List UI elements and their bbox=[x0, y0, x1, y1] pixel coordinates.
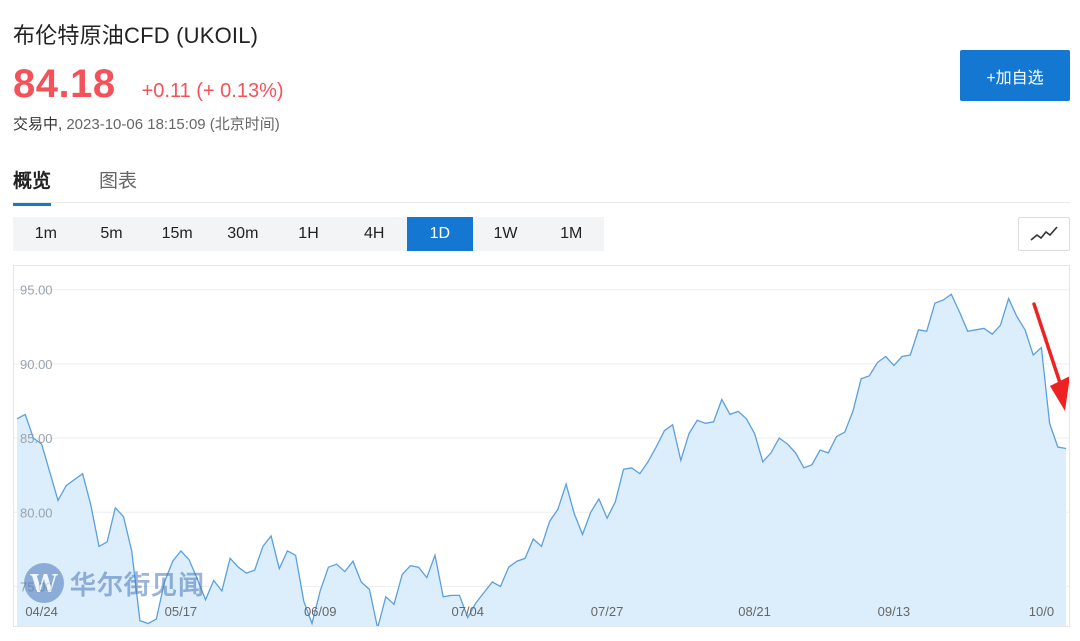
line-chart-icon bbox=[1030, 226, 1058, 241]
last-price: 84.18 bbox=[13, 62, 116, 106]
price-area bbox=[17, 294, 1066, 626]
tab-chart[interactable]: 图表 bbox=[99, 171, 138, 192]
y-tick-label: 95.00 bbox=[20, 283, 53, 298]
y-tick-label: 90.00 bbox=[20, 357, 53, 372]
x-tick-label: 04/24 bbox=[25, 604, 58, 619]
x-tick-label: 07/27 bbox=[591, 604, 624, 619]
price-row: 84.18 +0.11 (+ 0.13%) bbox=[13, 62, 284, 107]
quote-timestamp: 2023-10-06 18:15:09 (北京时间) bbox=[62, 116, 280, 133]
x-tick-label: 07/04 bbox=[451, 604, 484, 619]
interval-1d[interactable]: 1D bbox=[407, 217, 473, 251]
annotation-arrow-shaft bbox=[1032, 302, 1065, 394]
price-chart[interactable]: 95.0090.0085.0080.0075.0004/2405/1706/09… bbox=[13, 265, 1070, 627]
interval-1h[interactable]: 1H bbox=[298, 225, 319, 242]
interval-5m[interactable]: 5m bbox=[100, 225, 123, 242]
x-tick-label: 10/0 bbox=[1029, 604, 1054, 619]
interval-1mo[interactable]: 1M bbox=[560, 225, 583, 242]
tab-overview[interactable]: 概览 bbox=[13, 166, 52, 206]
x-tick-label: 08/21 bbox=[738, 604, 771, 619]
page-title: 布伦特原油CFD (UKOIL) bbox=[13, 23, 259, 48]
x-tick-label: 06/09 bbox=[304, 604, 337, 619]
price-chart-svg: 95.0090.0085.0080.0075.0004/2405/1706/09… bbox=[14, 283, 1069, 626]
y-tick-label: 80.00 bbox=[20, 505, 53, 520]
interval-selector: 1m 5m 15m 30m 1H 4H 1D 1W 1M bbox=[13, 217, 604, 251]
watermark: W 华尔街见闻 bbox=[24, 563, 205, 603]
interval-15m[interactable]: 15m bbox=[161, 225, 193, 242]
interval-4h[interactable]: 4H bbox=[363, 225, 385, 242]
annotation-arrow-head-icon bbox=[1050, 376, 1069, 411]
trading-status: 交易中, 2023-10-06 18:15:09 (北京时间) bbox=[13, 113, 280, 134]
status-label: 交易中, bbox=[13, 116, 63, 133]
interval-30m[interactable]: 30m bbox=[227, 225, 259, 242]
tab-bar: 概览 图表 bbox=[13, 166, 1070, 206]
chart-type-button[interactable] bbox=[1018, 217, 1070, 251]
x-tick-label: 09/13 bbox=[878, 604, 911, 619]
price-change: +0.11 (+ 0.13%) bbox=[141, 80, 284, 102]
interval-1w[interactable]: 1W bbox=[493, 225, 518, 242]
watermark-text: 华尔街见闻 bbox=[70, 570, 206, 601]
add-to-watchlist-button[interactable]: +加自选 bbox=[960, 50, 1070, 101]
watermark-logo-icon: W bbox=[24, 563, 64, 603]
price-series-line bbox=[16, 293, 1067, 626]
interval-1m[interactable]: 1m bbox=[34, 225, 57, 242]
y-tick-label: 85.00 bbox=[20, 431, 53, 446]
x-tick-label: 05/17 bbox=[165, 604, 198, 619]
